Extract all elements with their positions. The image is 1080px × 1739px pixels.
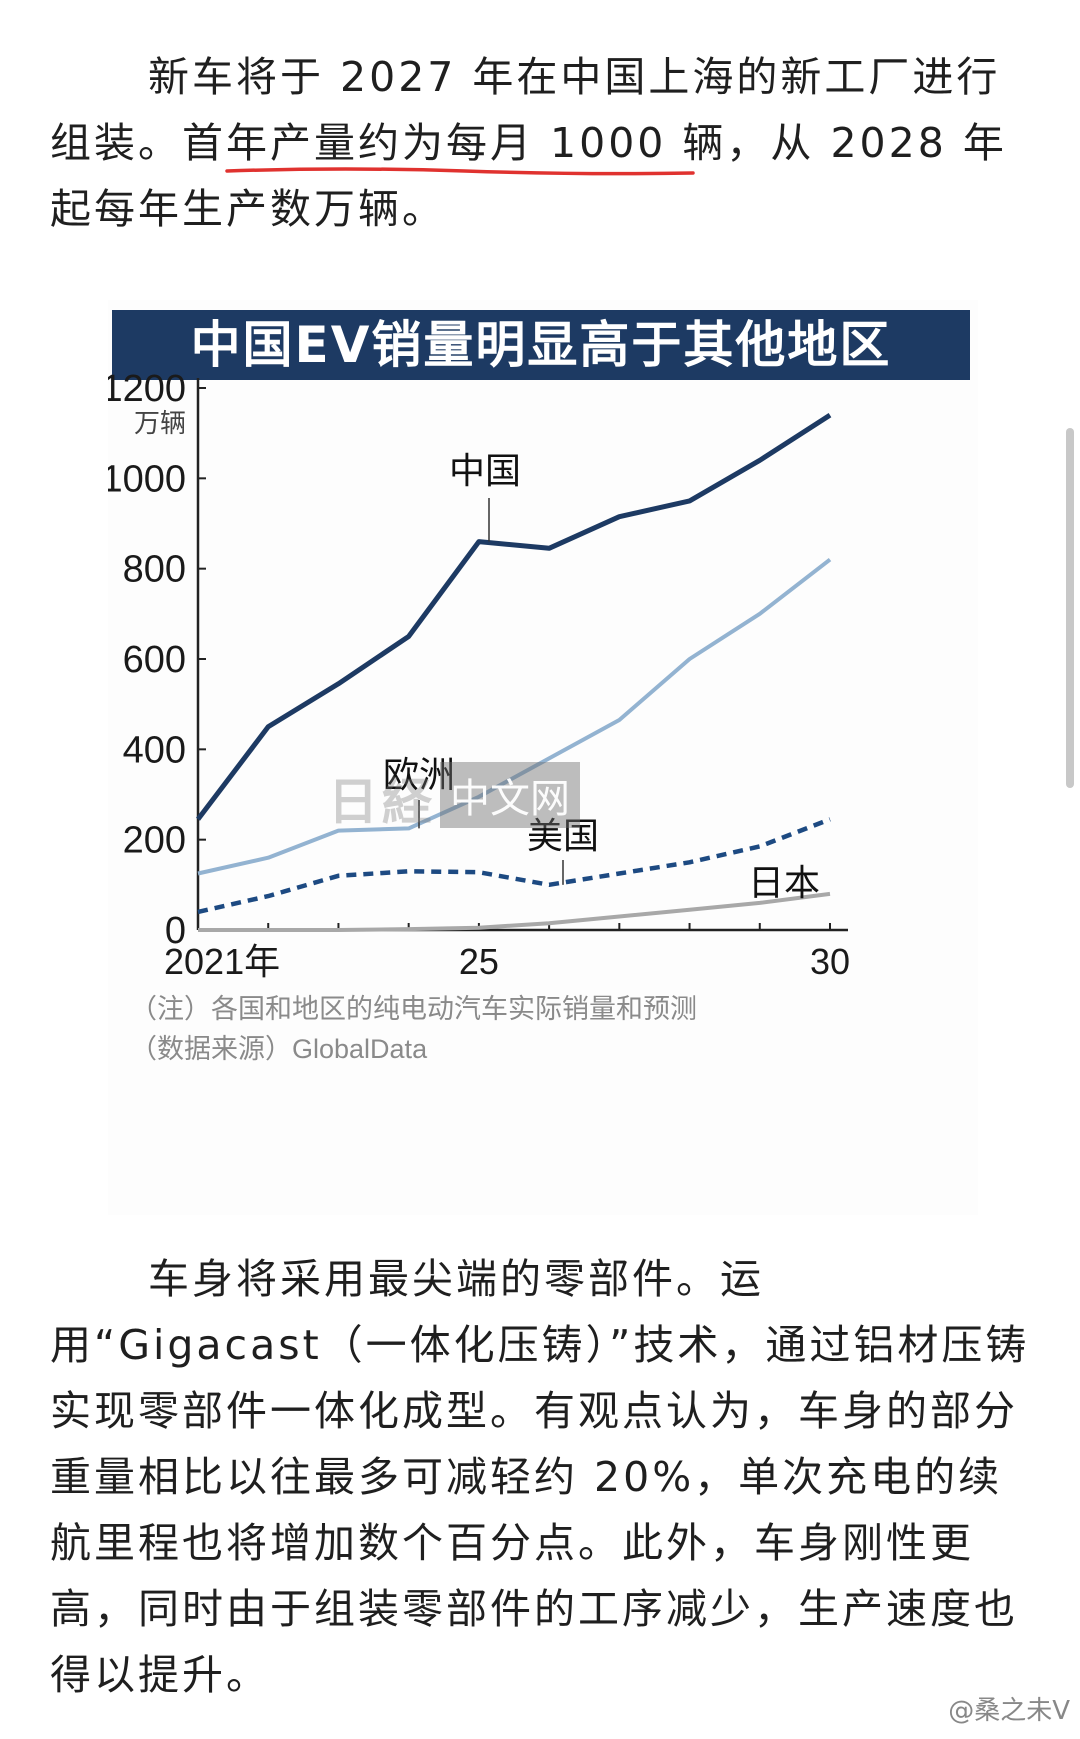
x-tick-label: 25 (459, 941, 499, 982)
chart-figure: 中国EV销量明显高于其他地区 0 200 400 600 800 1000 1200 万辆 20… (108, 300, 978, 1215)
x-tick-label: 2021年 (164, 941, 280, 982)
series-label-1: 欧洲 (383, 754, 455, 795)
series-line-2 (197, 817, 831, 915)
series-label-0: 中国 (449, 450, 521, 491)
scrollbar[interactable] (1066, 428, 1074, 788)
watermark-site-text: 中文网 (440, 762, 580, 828)
series-line-0 (196, 412, 832, 821)
series-label-3: 日本 (748, 862, 820, 903)
watermark-logo-text: 日経 (328, 772, 436, 831)
nikkei-watermark: 日経 中文网 (328, 762, 580, 834)
y-tick-label: 1200 (108, 368, 186, 410)
x-tick-label: 30 (810, 941, 850, 982)
y-tick-label: 400 (123, 729, 186, 771)
y-tick-label: 200 (123, 820, 186, 862)
chart-note: （注）各国和地区的纯电动汽车实际销量和预测 (130, 994, 697, 1024)
series-line-1 (197, 558, 832, 876)
y-tick-label: 600 (123, 639, 186, 681)
article-paragraph-2: 车身将采用最尖端的零部件。运用“Gigacast（一体化压铸）”技术，通过铝材压… (50, 1255, 1030, 1699)
series-label-2: 美国 (527, 815, 599, 856)
series-line-3 (198, 891, 831, 932)
y-tick-label: 800 (123, 549, 186, 591)
weibo-watermark: @桑之未V (948, 1696, 1070, 1726)
red-underline-annotation (225, 167, 695, 176)
y-unit-label: 万辆 (134, 408, 186, 438)
article-paragraph-1: 新车将于 2027 年在中国上海的新工厂进行组装。首年产量约为每月 1000 辆… (50, 53, 1007, 233)
y-tick-label: 0 (165, 910, 186, 952)
y-tick-label: 1000 (108, 458, 186, 500)
chart-source: （数据来源）GlobalData (130, 1034, 428, 1064)
chart-title: 中国EV销量明显高于其他地区 (112, 310, 970, 380)
